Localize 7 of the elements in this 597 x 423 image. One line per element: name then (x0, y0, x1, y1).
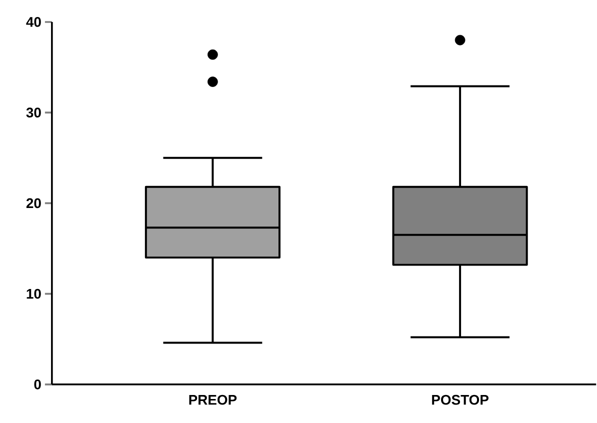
y-tick-label: 0 (34, 379, 41, 390)
x-tick-label: PREOP (189, 394, 237, 405)
y-tick-label: 40 (26, 16, 41, 27)
y-tick-label: 30 (26, 107, 41, 118)
y-tick-label: 20 (26, 198, 41, 208)
x-tick-label: POSTOP (432, 394, 488, 405)
y-tick-label: 10 (26, 288, 41, 299)
